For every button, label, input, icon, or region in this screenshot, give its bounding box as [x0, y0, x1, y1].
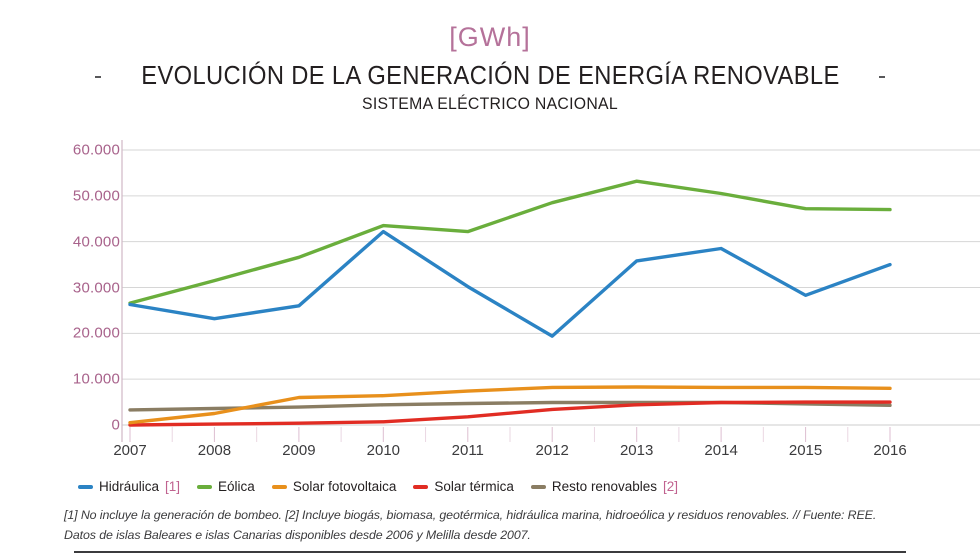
legend-footnote-ref: [1] [165, 479, 181, 494]
y-axis-labels: 0 10.000 20.000 30.000 40.000 50.000 60.000 [0, 132, 120, 442]
unit-badge-text: GWh [457, 22, 523, 52]
x-axis-labels: 2007 2008 2009 2010 2011 2012 2013 2014 2015 2016 [0, 442, 980, 464]
x-tick-label: 2011 [451, 442, 484, 459]
legend-label: Resto renovables [551, 479, 657, 494]
legend-solar-fotovoltaica[interactable]: Solar fotovoltaica [271, 479, 397, 494]
y-tick-label: 0 [111, 416, 120, 434]
series-lines [128, 179, 892, 427]
x-tick-label: 2016 [873, 442, 907, 459]
x-tick-marks [129, 427, 891, 442]
legend-resto-renovables[interactable]: Resto renovables [2] [530, 479, 678, 494]
legend-swatch-icon [530, 484, 546, 489]
title-row: EVOLUCIÓN DE LA GENERACIÓN DE ENERGÍA RE… [0, 62, 980, 91]
y-tick-label: 20.000 [72, 324, 120, 342]
y-tick-label: 60.000 [72, 141, 120, 159]
legend-hidraulica[interactable]: Hidráulica [1] [78, 479, 180, 494]
gridlines [121, 140, 980, 442]
footnote: [1] No incluye la generación de bombeo. … [64, 505, 970, 545]
legend-eolica[interactable]: Eólica [197, 479, 255, 494]
bottom-rule [74, 551, 906, 553]
page-title: EVOLUCIÓN DE LA GENERACIÓN DE ENERGÍA RE… [140, 62, 840, 90]
chart-legend: Hidráulica [1] Eólica Solar fotovoltaica So… [78, 479, 678, 494]
y-tick-label: 30.000 [72, 279, 120, 296]
footnote-line-2: Datos de islas Baleares e islas Canarias… [64, 528, 531, 543]
x-tick-label: 2009 [282, 442, 316, 459]
legend-solar-termica[interactable]: Solar térmica [413, 479, 514, 494]
unit-badge-open-bracket: [ [449, 22, 458, 52]
page-subtitle: SISTEMA ELÉCTRICO NACIONAL [362, 94, 618, 113]
legend-label: Solar fotovoltaica [292, 479, 397, 494]
legend-swatch-icon [78, 484, 93, 489]
line-chart-svg [121, 140, 980, 442]
legend-label: Eólica [218, 479, 255, 494]
y-tick-label: 40.000 [72, 233, 120, 251]
title-rule-right [879, 75, 886, 78]
legend-swatch-icon [197, 484, 213, 489]
x-tick-label: 2010 [366, 442, 401, 459]
y-tick-label: 10.000 [72, 370, 120, 388]
title-block: EVOLUCIÓN DE LA GENERACIÓN DE ENERGÍA RE… [0, 62, 980, 114]
x-tick-label: 2007 [113, 442, 147, 459]
x-tick-label: 2014 [704, 442, 738, 459]
chart-plot-area: 0 10.000 20.000 30.000 40.000 50.000 60.000 [0, 132, 980, 442]
unit-badge-close-bracket: ] [522, 22, 531, 52]
legend-swatch-icon [271, 484, 287, 489]
legend-swatch-icon [413, 484, 429, 489]
series-line-e-lica [128, 179, 892, 305]
series-line-hidr-ulica [128, 229, 892, 338]
unit-badge: [GWh] [0, 22, 980, 53]
legend-label: Hidráulica [99, 479, 160, 494]
series-line-solar-t-rmica [128, 400, 892, 427]
footnote-line-1: [1] No incluye la generación de bombeo. … [64, 508, 877, 522]
y-tick-label: 50.000 [72, 187, 120, 205]
series-line-solar-fotovoltaica [128, 385, 892, 425]
x-tick-label: 2015 [788, 442, 823, 459]
legend-label: Solar térmica [434, 479, 514, 494]
x-tick-label: 2008 [197, 442, 232, 459]
title-rule-left [95, 75, 101, 78]
x-tick-label: 2012 [535, 442, 569, 459]
legend-footnote-ref: [2] [662, 479, 678, 494]
x-tick-label: 2013 [619, 442, 654, 459]
